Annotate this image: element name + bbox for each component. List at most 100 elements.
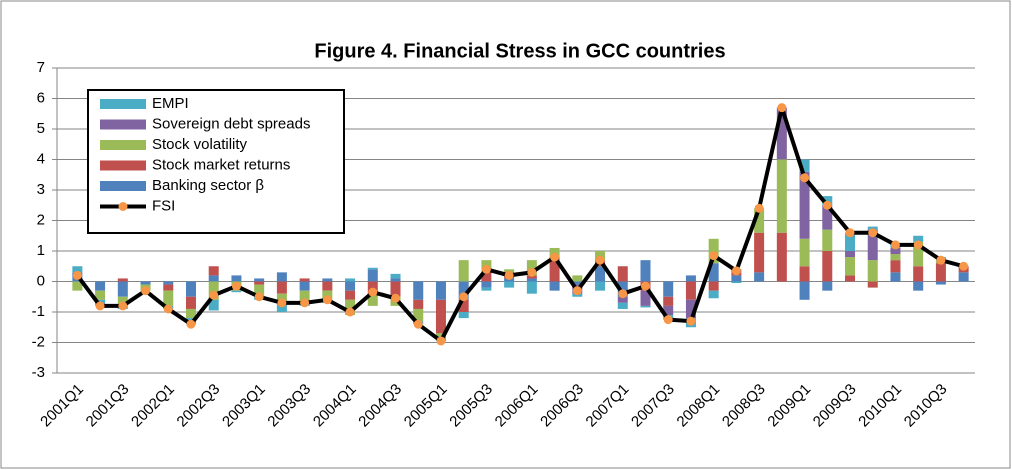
bar-segment <box>799 159 810 172</box>
bar-segment <box>117 278 128 282</box>
bar-segment <box>526 281 537 294</box>
bar-segment <box>185 296 196 309</box>
bar-segment <box>345 299 356 316</box>
bar-segment <box>458 299 469 312</box>
bar-segment <box>390 273 401 279</box>
bar-segment <box>413 299 424 309</box>
chart-title: Figure 4. Financial Stress in GCC countr… <box>314 40 725 62</box>
bar-segment <box>708 290 719 299</box>
bar-segment <box>390 278 401 282</box>
y-tick-label: -2 <box>32 333 45 350</box>
fsi-marker <box>686 316 696 326</box>
fsi-marker <box>890 240 900 250</box>
bar-segment <box>799 238 810 267</box>
bar-segment <box>890 247 901 255</box>
bar-segment <box>72 281 83 291</box>
fsi-marker <box>640 281 650 291</box>
bar-segment <box>867 260 878 282</box>
bar-segment <box>254 278 265 282</box>
y-tick-label: 1 <box>37 242 45 259</box>
fsi-marker <box>72 270 82 280</box>
bar-segment <box>390 281 401 297</box>
fsi-marker <box>822 200 832 210</box>
bar-segment <box>754 208 765 233</box>
bar-segment <box>95 281 106 291</box>
bar-segment <box>117 281 128 297</box>
bar-segment <box>867 281 878 288</box>
bar-segment <box>822 281 833 291</box>
bar-segment <box>481 287 492 291</box>
fsi-marker <box>868 228 878 238</box>
bar-segment <box>413 308 424 322</box>
bar-segment <box>231 275 242 282</box>
bar-segment <box>845 251 856 258</box>
fsi-marker <box>959 261 969 271</box>
bar-segment <box>276 281 287 294</box>
bar-segment <box>822 251 833 282</box>
bar-segment <box>526 260 537 276</box>
bar-segment <box>345 281 356 291</box>
bar-segment <box>935 281 946 285</box>
bar-segment <box>549 281 560 291</box>
bar-segment <box>663 281 674 297</box>
bar-segment <box>231 290 242 293</box>
bar-segment <box>435 333 446 337</box>
fsi-marker <box>413 319 423 329</box>
bar-segment <box>481 272 492 282</box>
bar-segment <box>640 290 651 306</box>
bar-segment <box>345 278 356 282</box>
bar-segment <box>776 232 787 282</box>
bar-segment <box>276 272 287 282</box>
fsi-marker <box>459 292 469 302</box>
bar-segment <box>731 275 742 282</box>
fsi-marker <box>391 293 401 303</box>
bar-segment <box>367 269 378 282</box>
fsi-marker <box>481 264 491 274</box>
fsi-marker <box>618 289 628 299</box>
bar-segment <box>890 260 901 273</box>
fsi-marker <box>141 286 151 296</box>
fsi-marker <box>345 307 355 317</box>
fsi-marker <box>322 295 332 305</box>
bar-segment <box>822 205 833 230</box>
bar-segment <box>913 241 924 267</box>
bar-segment <box>640 260 651 282</box>
bar-segment <box>435 299 446 334</box>
bar-segment <box>708 238 719 264</box>
bar-segment <box>935 263 946 282</box>
legend-label: Sovereign debt spreads <box>152 115 310 132</box>
legend-marker <box>118 202 128 211</box>
bar-segment <box>822 229 833 251</box>
fsi-marker <box>95 301 105 311</box>
fsi-marker <box>595 255 605 265</box>
bar-segment <box>458 260 469 282</box>
bar-segment <box>867 226 878 230</box>
bar-segment <box>140 281 151 285</box>
fsi-marker <box>754 203 764 213</box>
bar-segment <box>617 281 628 297</box>
bar-segment <box>254 284 265 297</box>
bar-segment <box>185 281 196 297</box>
y-tick-label: 5 <box>37 120 45 137</box>
bar-segment <box>572 275 583 282</box>
bar-segment <box>299 290 310 303</box>
fsi-marker <box>527 267 537 277</box>
bar-segment <box>617 296 628 303</box>
fsi-marker <box>209 290 219 300</box>
bar-segment <box>299 278 310 282</box>
bar-segment <box>595 251 606 261</box>
bar-segment <box>867 229 878 261</box>
bar-segment <box>595 266 606 282</box>
legend-swatch <box>100 160 146 171</box>
fsi-marker <box>277 298 287 308</box>
legend-label: EMPI <box>152 95 189 112</box>
legend-label: Stock volatility <box>152 136 248 153</box>
fsi-line <box>75 105 965 343</box>
legend-label: FSI <box>152 197 175 214</box>
bar-segment <box>276 293 287 303</box>
bar-segment <box>208 299 219 311</box>
fsi-marker <box>572 286 582 296</box>
bar-segment <box>890 254 901 261</box>
